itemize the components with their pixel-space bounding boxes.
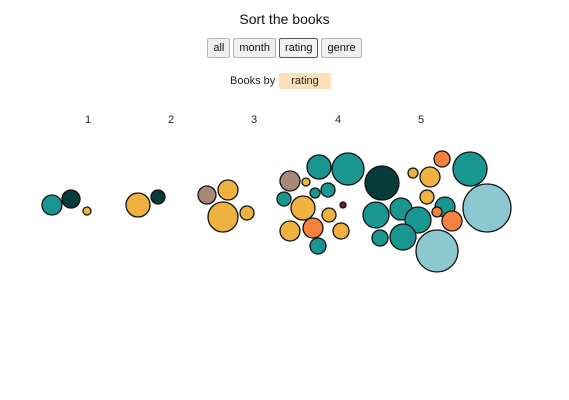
book-bubble[interactable]	[321, 207, 337, 223]
book-bubble[interactable]	[41, 194, 63, 216]
rating-label-3: 3	[251, 114, 257, 126]
books-by-label: Books by	[230, 75, 276, 87]
book-bubble[interactable]	[207, 201, 239, 233]
book-bubble[interactable]	[364, 165, 400, 201]
book-bubble[interactable]	[276, 191, 292, 207]
book-bubble[interactable]	[419, 189, 435, 205]
book-bubble[interactable]	[339, 201, 347, 209]
rating-label-5: 5	[418, 114, 424, 126]
book-bubble[interactable]	[217, 179, 239, 201]
rating-label-4: 4	[335, 114, 341, 126]
book-bubble[interactable]	[150, 189, 166, 205]
book-bubble[interactable]	[419, 166, 441, 188]
book-bubble[interactable]	[452, 151, 488, 187]
book-bubble[interactable]	[415, 229, 459, 273]
book-bubble[interactable]	[433, 150, 451, 168]
sort-all-button[interactable]: all	[207, 38, 231, 58]
book-bubble[interactable]	[320, 182, 336, 198]
book-bubble[interactable]	[331, 152, 365, 186]
book-bubble[interactable]	[82, 206, 92, 216]
books-by-indicator: Books by rating	[230, 73, 331, 89]
book-bubble[interactable]	[302, 217, 324, 239]
sort-month-button[interactable]: month	[233, 38, 276, 58]
book-bubble[interactable]	[332, 222, 350, 240]
rating-label-2: 2	[168, 114, 174, 126]
sort-button-group: all month rating genre	[0, 38, 569, 58]
book-bubble[interactable]	[197, 185, 217, 205]
book-bubble[interactable]	[309, 187, 321, 199]
book-bubble[interactable]	[441, 210, 463, 232]
book-bubble[interactable]	[125, 192, 151, 218]
sort-rating-button[interactable]: rating	[278, 38, 319, 58]
book-bubble[interactable]	[279, 170, 301, 192]
book-bubble[interactable]	[431, 206, 443, 218]
book-bubble[interactable]	[306, 154, 332, 180]
book-bubble[interactable]	[279, 220, 301, 242]
book-bubble[interactable]	[389, 223, 417, 251]
book-bubble[interactable]	[371, 229, 389, 247]
rating-label-1: 1	[85, 114, 91, 126]
book-bubble[interactable]	[407, 167, 419, 179]
book-bubble[interactable]	[301, 177, 311, 187]
book-bubble[interactable]	[362, 201, 390, 229]
page-title: Sort the books	[239, 11, 330, 27]
book-bubble[interactable]	[309, 237, 327, 255]
book-bubble[interactable]	[462, 183, 512, 233]
book-bubble[interactable]	[61, 189, 81, 209]
book-bubble[interactable]	[239, 205, 255, 221]
book-bubble[interactable]	[290, 195, 316, 221]
sort-genre-button[interactable]: genre	[321, 38, 362, 58]
books-by-value-tag: rating	[279, 73, 331, 89]
